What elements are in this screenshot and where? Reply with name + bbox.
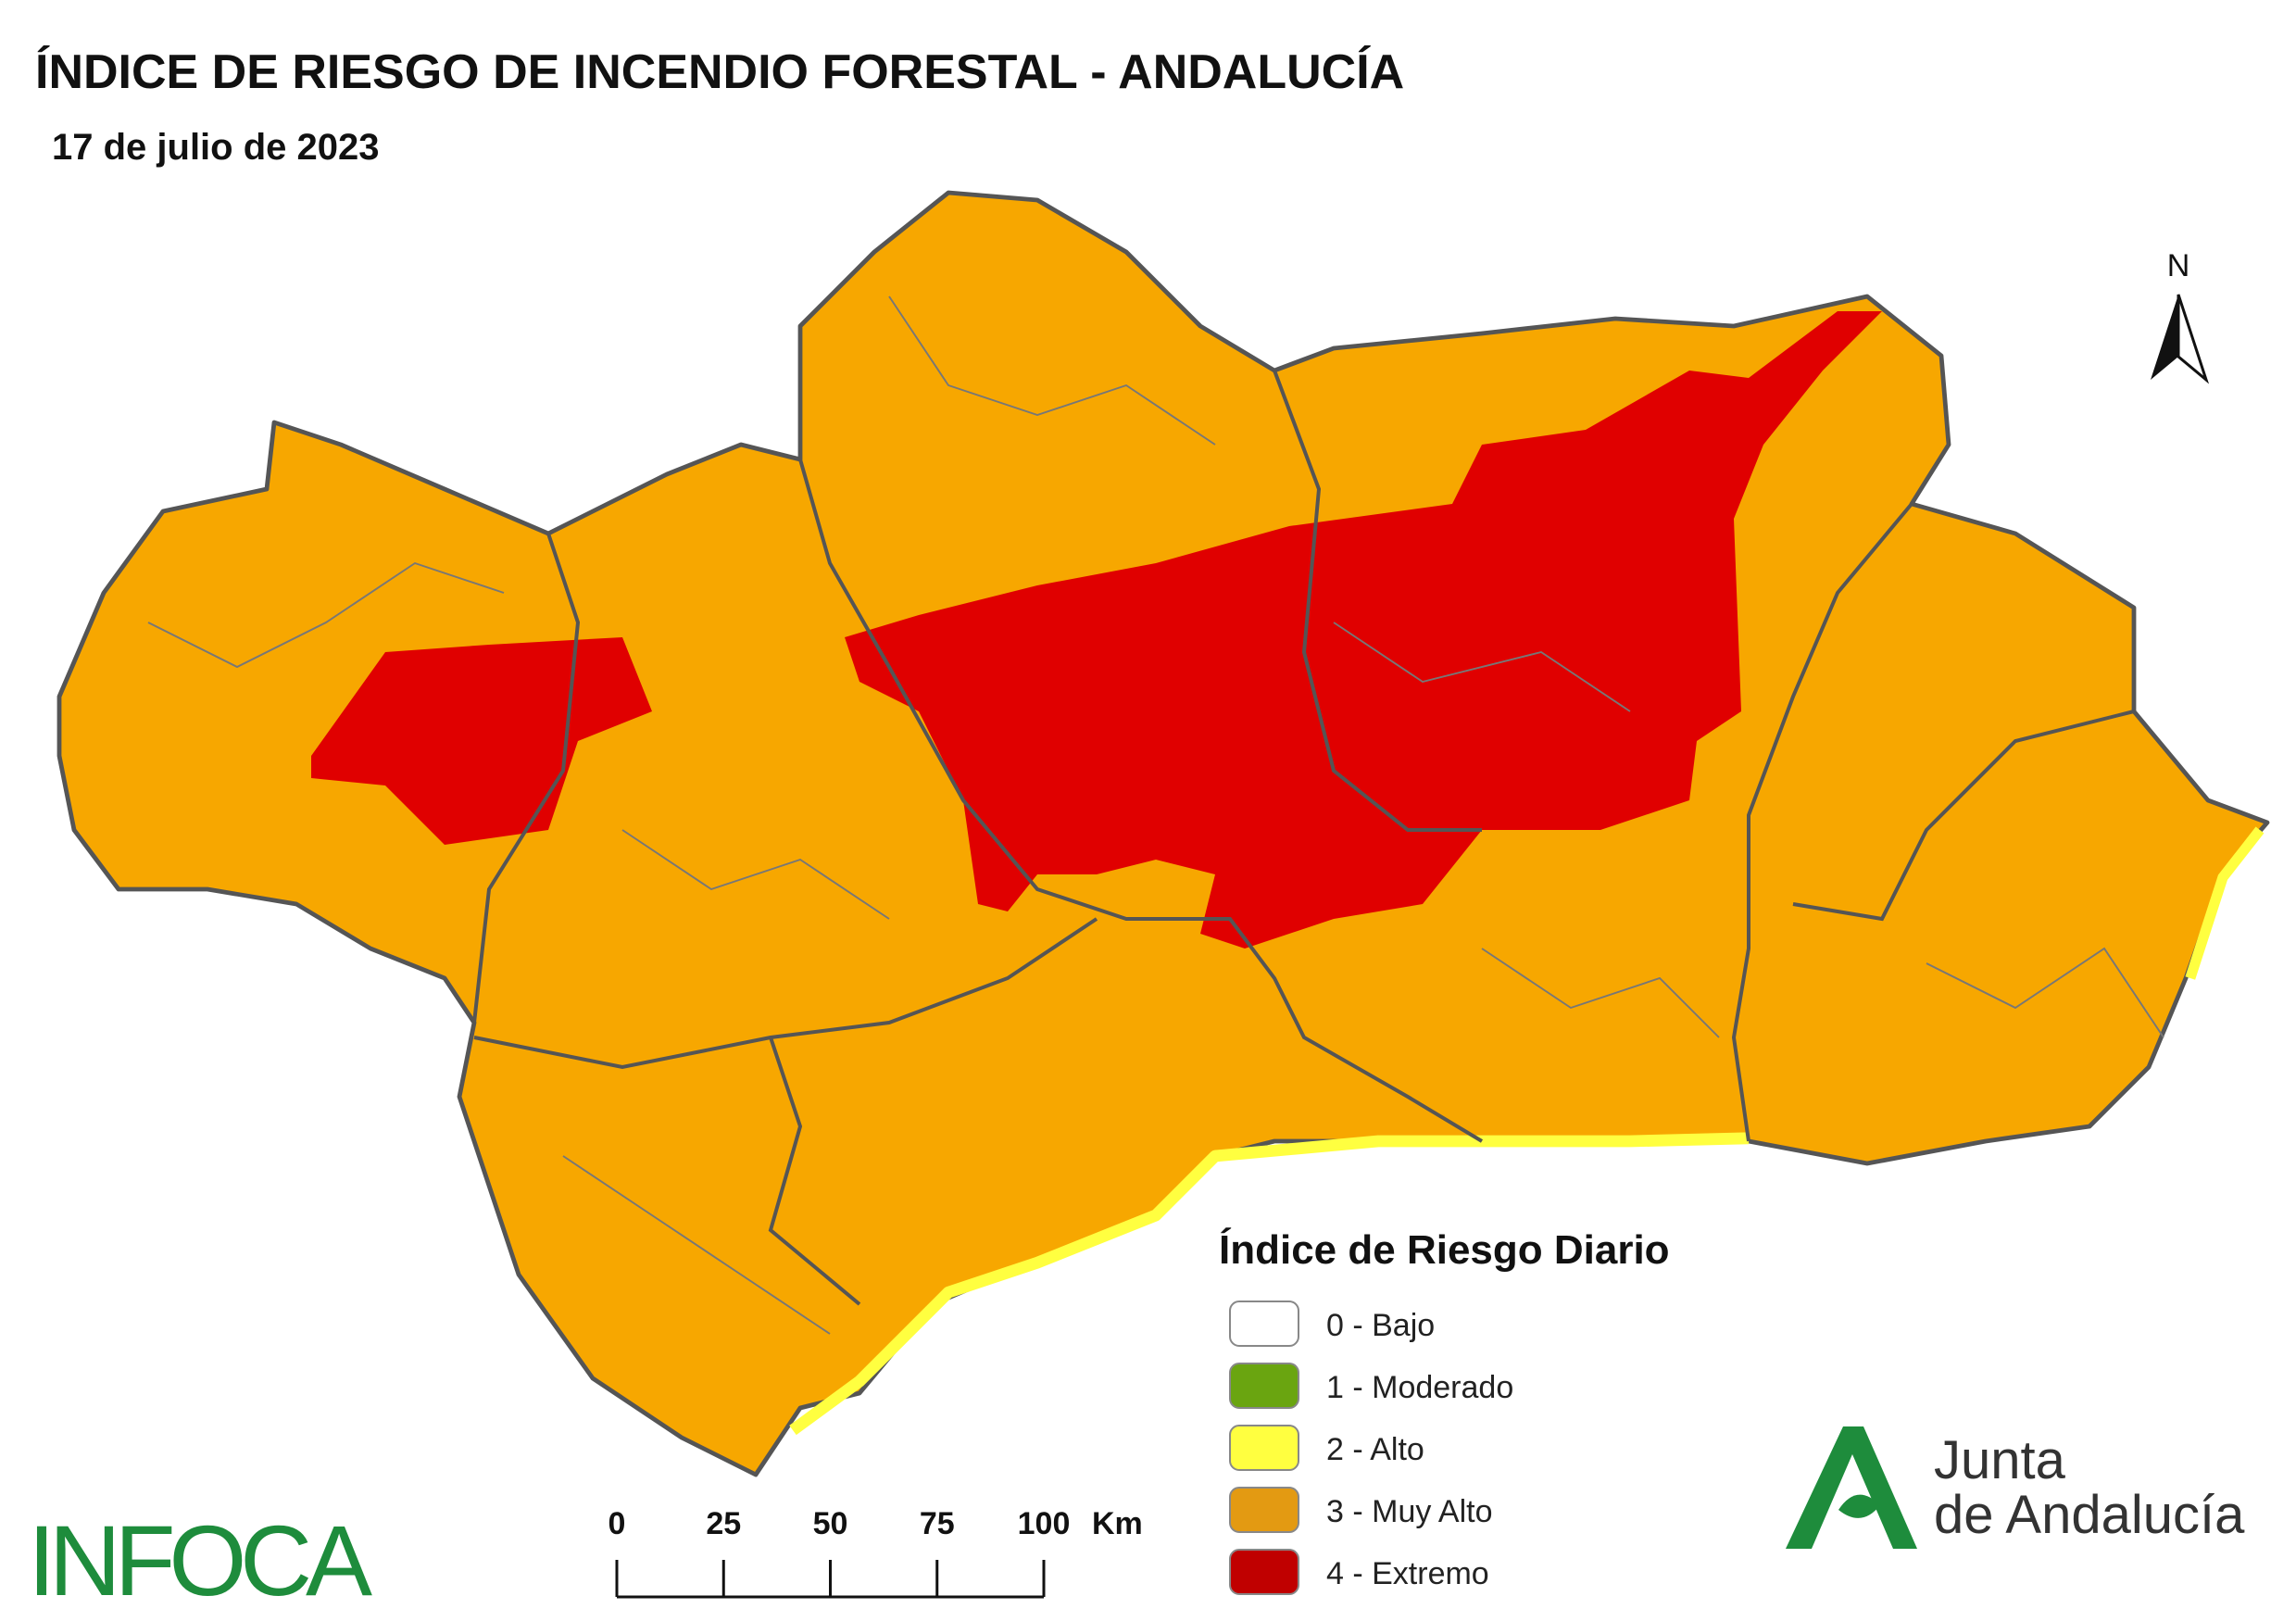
legend-swatch — [1229, 1549, 1299, 1595]
province-borders — [472, 370, 2135, 1306]
map — [56, 190, 2270, 1477]
junta-text: de Andalucía — [1934, 1485, 2245, 1545]
border — [888, 295, 1216, 446]
coast-alto-east — [2185, 826, 2265, 980]
legend-label: 1 - Moderado — [1326, 1370, 1513, 1405]
scale-tick-label: 50 — [813, 1506, 848, 1541]
infoca-logo: INFOCA — [28, 1504, 372, 1616]
border — [1481, 948, 1720, 1038]
border — [472, 533, 581, 1024]
scale-unit: Km — [1092, 1506, 1143, 1541]
junta-logo: Junta de Andalucía — [1786, 1426, 2245, 1549]
region-extremo-west — [311, 637, 652, 845]
legend-swatch — [1229, 1363, 1299, 1409]
north-arrow: N — [2151, 248, 2210, 384]
map-title: ÍNDICE DE RIESGO DE INCENDIO FORESTAL - … — [35, 45, 1404, 99]
scale-bar: 0 25 50 75 100 Km — [609, 1506, 1143, 1599]
legend-label: 2 - Alto — [1326, 1432, 1424, 1467]
legend-swatch — [1229, 1301, 1299, 1347]
scale-tick-label: 0 — [609, 1506, 626, 1541]
junta-emblem-leaf — [1838, 1494, 1880, 1518]
north-label: N — [2167, 248, 2190, 283]
border — [768, 1037, 861, 1306]
scale-tick-label: 100 — [1018, 1506, 1071, 1541]
border — [1792, 710, 2135, 922]
coast-alto — [789, 1132, 1750, 1436]
legend-label: 3 - Muy Alto — [1326, 1494, 1493, 1529]
legend-label: 0 - Bajo — [1326, 1308, 1435, 1343]
border — [1926, 947, 2164, 1038]
legend-swatch — [1229, 1487, 1299, 1533]
junta-emblem — [1786, 1426, 1917, 1549]
legend: 0 - Bajo 1 - Moderado 2 - Alto 3 - Muy Alto… — [1229, 1301, 1513, 1595]
map-date: 17 de julio de 2023 — [52, 127, 380, 168]
scale-tick-label: 25 — [706, 1506, 741, 1541]
border — [147, 561, 505, 669]
junta-text: Junta — [1934, 1430, 2066, 1490]
legend-swatch — [1229, 1425, 1299, 1471]
region-extremo-central — [845, 311, 1882, 949]
legend-title: Índice de Riesgo Diario — [1219, 1226, 1670, 1273]
north-arrow-right — [2177, 294, 2210, 384]
scale-tick-label: 75 — [920, 1506, 955, 1541]
north-arrow-left — [2151, 295, 2178, 380]
legend-label: 4 - Extremo — [1326, 1556, 1489, 1591]
border — [1731, 502, 1913, 1142]
border — [798, 459, 1484, 1143]
border — [1273, 370, 1483, 833]
border — [621, 829, 890, 920]
border — [562, 1155, 831, 1335]
border — [1333, 622, 1631, 712]
border — [473, 917, 1098, 1070]
municipal-borders — [147, 295, 2164, 1335]
